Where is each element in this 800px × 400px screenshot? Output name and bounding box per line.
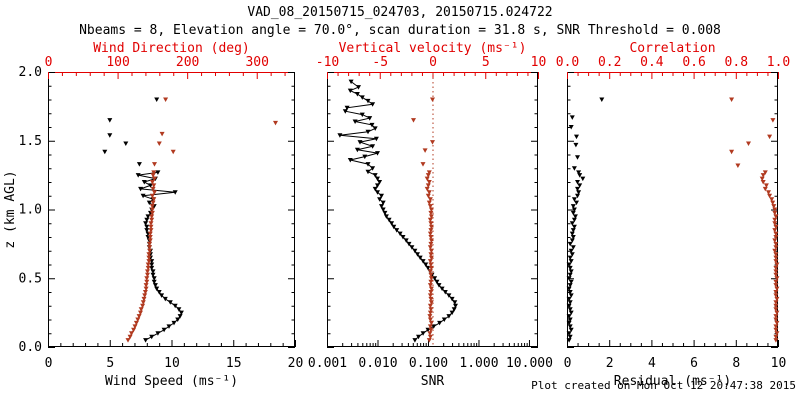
x-tick-label: 1.000 bbox=[459, 356, 498, 371]
x-tick-label: 20 bbox=[288, 356, 304, 371]
bottom-axis-title-wind: Wind Speed (ms⁻¹) bbox=[105, 374, 238, 389]
top-tick-label: 300 bbox=[245, 55, 268, 70]
y-axis-title: z (km AGL) bbox=[3, 170, 18, 248]
y-tick-label: 1.5 bbox=[19, 134, 42, 149]
x-tick-label: 0.100 bbox=[409, 356, 448, 371]
series-points-correlation-upper bbox=[729, 97, 776, 168]
top-axis-title-residual: Correlation bbox=[629, 41, 715, 56]
x-tick-label: 0 bbox=[45, 356, 53, 371]
top-tick-label: 0.2 bbox=[598, 55, 621, 70]
top-tick-label: -5 bbox=[372, 55, 388, 70]
top-tick-label: 10 bbox=[531, 55, 547, 70]
series-points-wind-speed-upper bbox=[102, 97, 160, 167]
y-tick-label: 0.5 bbox=[19, 271, 42, 286]
series-points-wind-speed bbox=[135, 170, 184, 343]
series-points-snr bbox=[337, 79, 458, 343]
bottom-axis-title-snr: SNR bbox=[421, 374, 445, 389]
x-tick-label: 0.010 bbox=[358, 356, 397, 371]
top-axis-title-snr: Vertical velocity (ms⁻¹) bbox=[339, 41, 527, 56]
x-tick-label: 4 bbox=[648, 356, 656, 371]
top-tick-label: 100 bbox=[106, 55, 129, 70]
x-tick-label: 15 bbox=[226, 356, 242, 371]
creation-timestamp: Plot created on Mon Oct 12 20:47:38 2015 bbox=[531, 379, 796, 392]
x-tick-label: 6 bbox=[690, 356, 698, 371]
series-points-residual bbox=[566, 170, 586, 343]
top-tick-label: 0.4 bbox=[640, 55, 664, 70]
x-tick-label: 8 bbox=[732, 356, 740, 371]
x-tick-label: 0.001 bbox=[308, 356, 347, 371]
x-tick-label: 5 bbox=[106, 356, 114, 371]
top-tick-label: 0.6 bbox=[682, 55, 705, 70]
y-tick-label: 1.0 bbox=[19, 203, 42, 218]
top-tick-label: 0.8 bbox=[725, 55, 748, 70]
top-tick-label: 0 bbox=[429, 55, 437, 70]
x-tick-label: 10.000 bbox=[506, 356, 553, 371]
series-points-correlation bbox=[759, 170, 780, 343]
top-axis-title-wind: Wind Direction (deg) bbox=[93, 41, 250, 56]
panel-residual: 0 2 4 6 8 10 0.0 0.2 0.4 0.6 0.8 1.0 Correlation Resi… bbox=[556, 41, 790, 389]
top-tick-label: 0 bbox=[45, 55, 53, 70]
top-tick-label: 1.0 bbox=[767, 55, 790, 70]
series-line-snr bbox=[339, 81, 457, 341]
plot-subtitle: Nbeams = 8, Elevation angle = 70.0°, sca… bbox=[79, 23, 721, 38]
y-tick-label: 2.0 bbox=[19, 65, 42, 80]
x-tick-label: 2 bbox=[606, 356, 614, 371]
bottom-axis-title-residual: Residual (ms⁻¹) bbox=[614, 374, 731, 389]
series-points-vertical-velocity bbox=[424, 170, 434, 343]
top-tick-label: 200 bbox=[176, 55, 199, 70]
x-tick-label: 10 bbox=[164, 356, 180, 371]
series-points-wind-direction bbox=[125, 170, 157, 343]
series-points-vertical-velocity-upper bbox=[411, 97, 435, 167]
top-tick-label: 0.0 bbox=[556, 55, 579, 70]
x-tick-label: 10 bbox=[771, 356, 787, 371]
series-points-residual-upper bbox=[568, 97, 605, 171]
top-tick-label: -10 bbox=[316, 55, 339, 70]
x-tick-label: 0 bbox=[564, 356, 572, 371]
top-tick-label: 5 bbox=[482, 55, 490, 70]
series-points-wind-direction-upper bbox=[152, 97, 278, 167]
series-line-wind-speed bbox=[138, 171, 182, 341]
panel-snr: 0.001 0.010 0.100 1.000 10.000 -10 -5 0 5 10 Verti… bbox=[308, 41, 553, 389]
y-tick-label: 0.0 bbox=[19, 340, 42, 355]
plot-title: VAD_08_20150715_024703, 20150715.024722 bbox=[247, 5, 553, 20]
